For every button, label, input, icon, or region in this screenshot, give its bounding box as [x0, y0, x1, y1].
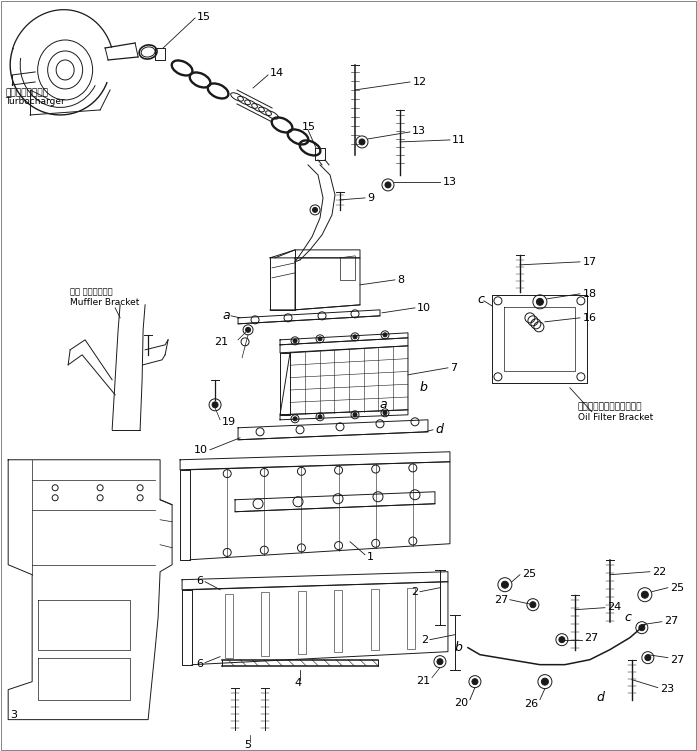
Polygon shape	[180, 452, 450, 470]
Polygon shape	[190, 462, 450, 559]
Circle shape	[318, 337, 322, 341]
Text: 19: 19	[222, 417, 236, 427]
Text: 21: 21	[416, 676, 430, 686]
Text: 3: 3	[10, 710, 17, 719]
Text: 9: 9	[367, 193, 374, 203]
Circle shape	[530, 602, 536, 608]
Circle shape	[318, 415, 322, 419]
Text: d: d	[435, 424, 443, 436]
Polygon shape	[280, 338, 408, 353]
Bar	[224, 593, 233, 658]
Polygon shape	[182, 572, 448, 590]
Circle shape	[645, 655, 651, 661]
Text: 24: 24	[607, 602, 621, 612]
Text: c: c	[477, 294, 484, 306]
Text: 26: 26	[523, 698, 538, 709]
Text: 15: 15	[197, 12, 211, 22]
Circle shape	[437, 659, 443, 665]
Circle shape	[293, 339, 297, 342]
Text: 7: 7	[450, 363, 457, 372]
Bar	[261, 593, 269, 656]
Text: c: c	[625, 611, 631, 624]
Text: 18: 18	[583, 289, 597, 299]
Bar	[371, 589, 379, 650]
Text: マフ ラブラケット: マフ ラブラケット	[70, 288, 113, 297]
Text: 16: 16	[583, 313, 597, 323]
Polygon shape	[280, 353, 290, 415]
Circle shape	[641, 591, 648, 599]
Circle shape	[385, 182, 391, 188]
Circle shape	[245, 327, 250, 333]
Text: ターボチャージャ: ターボチャージャ	[5, 88, 48, 97]
Text: 21: 21	[214, 337, 228, 347]
Text: 6: 6	[196, 659, 203, 668]
Text: a: a	[222, 309, 230, 322]
Text: 2: 2	[411, 587, 418, 597]
Text: b: b	[420, 382, 428, 394]
Circle shape	[359, 139, 365, 145]
Polygon shape	[192, 582, 448, 665]
Circle shape	[353, 335, 357, 339]
Text: 8: 8	[397, 275, 404, 285]
Text: b: b	[454, 641, 462, 654]
Polygon shape	[280, 345, 408, 415]
Circle shape	[312, 207, 318, 213]
Circle shape	[537, 298, 544, 306]
Text: a: a	[380, 398, 388, 412]
Circle shape	[383, 411, 387, 415]
Circle shape	[639, 625, 645, 631]
Bar	[335, 590, 342, 652]
Circle shape	[542, 678, 549, 685]
Text: 27: 27	[670, 655, 684, 665]
Text: 14: 14	[270, 68, 284, 78]
Text: 25: 25	[522, 569, 536, 579]
Circle shape	[293, 417, 297, 421]
Text: d: d	[597, 691, 605, 704]
Text: 23: 23	[660, 683, 674, 694]
Text: 20: 20	[454, 698, 468, 707]
Polygon shape	[182, 590, 192, 665]
Text: 15: 15	[302, 122, 316, 132]
Text: 5: 5	[245, 740, 252, 749]
Text: 2: 2	[421, 635, 428, 644]
Circle shape	[353, 413, 357, 417]
Text: 6: 6	[196, 576, 203, 586]
Text: 11: 11	[452, 135, 466, 145]
Text: 25: 25	[670, 583, 684, 593]
Text: 13: 13	[412, 126, 426, 136]
Text: 1: 1	[367, 552, 374, 562]
Text: 27: 27	[493, 595, 508, 605]
Text: 17: 17	[583, 257, 597, 267]
Text: 4: 4	[294, 677, 302, 688]
Bar	[298, 591, 306, 654]
Text: Oil Filter Bracket: Oil Filter Bracket	[578, 413, 653, 422]
Text: Muffler Bracket: Muffler Bracket	[70, 298, 139, 307]
Text: Turbocharger: Turbocharger	[5, 97, 65, 106]
Text: 13: 13	[443, 177, 457, 187]
Text: 10: 10	[417, 303, 431, 313]
Text: 27: 27	[584, 632, 598, 643]
Polygon shape	[180, 470, 190, 559]
Text: 10: 10	[194, 445, 208, 455]
Circle shape	[472, 679, 478, 685]
Circle shape	[559, 637, 565, 643]
Bar	[408, 588, 415, 649]
Circle shape	[212, 402, 218, 408]
Text: オイルフィルタブラケット: オイルフィルタブラケット	[578, 403, 643, 412]
Circle shape	[383, 333, 387, 337]
Circle shape	[501, 581, 508, 588]
Text: 12: 12	[413, 77, 427, 87]
Text: 27: 27	[664, 616, 678, 626]
Text: 22: 22	[652, 567, 666, 577]
